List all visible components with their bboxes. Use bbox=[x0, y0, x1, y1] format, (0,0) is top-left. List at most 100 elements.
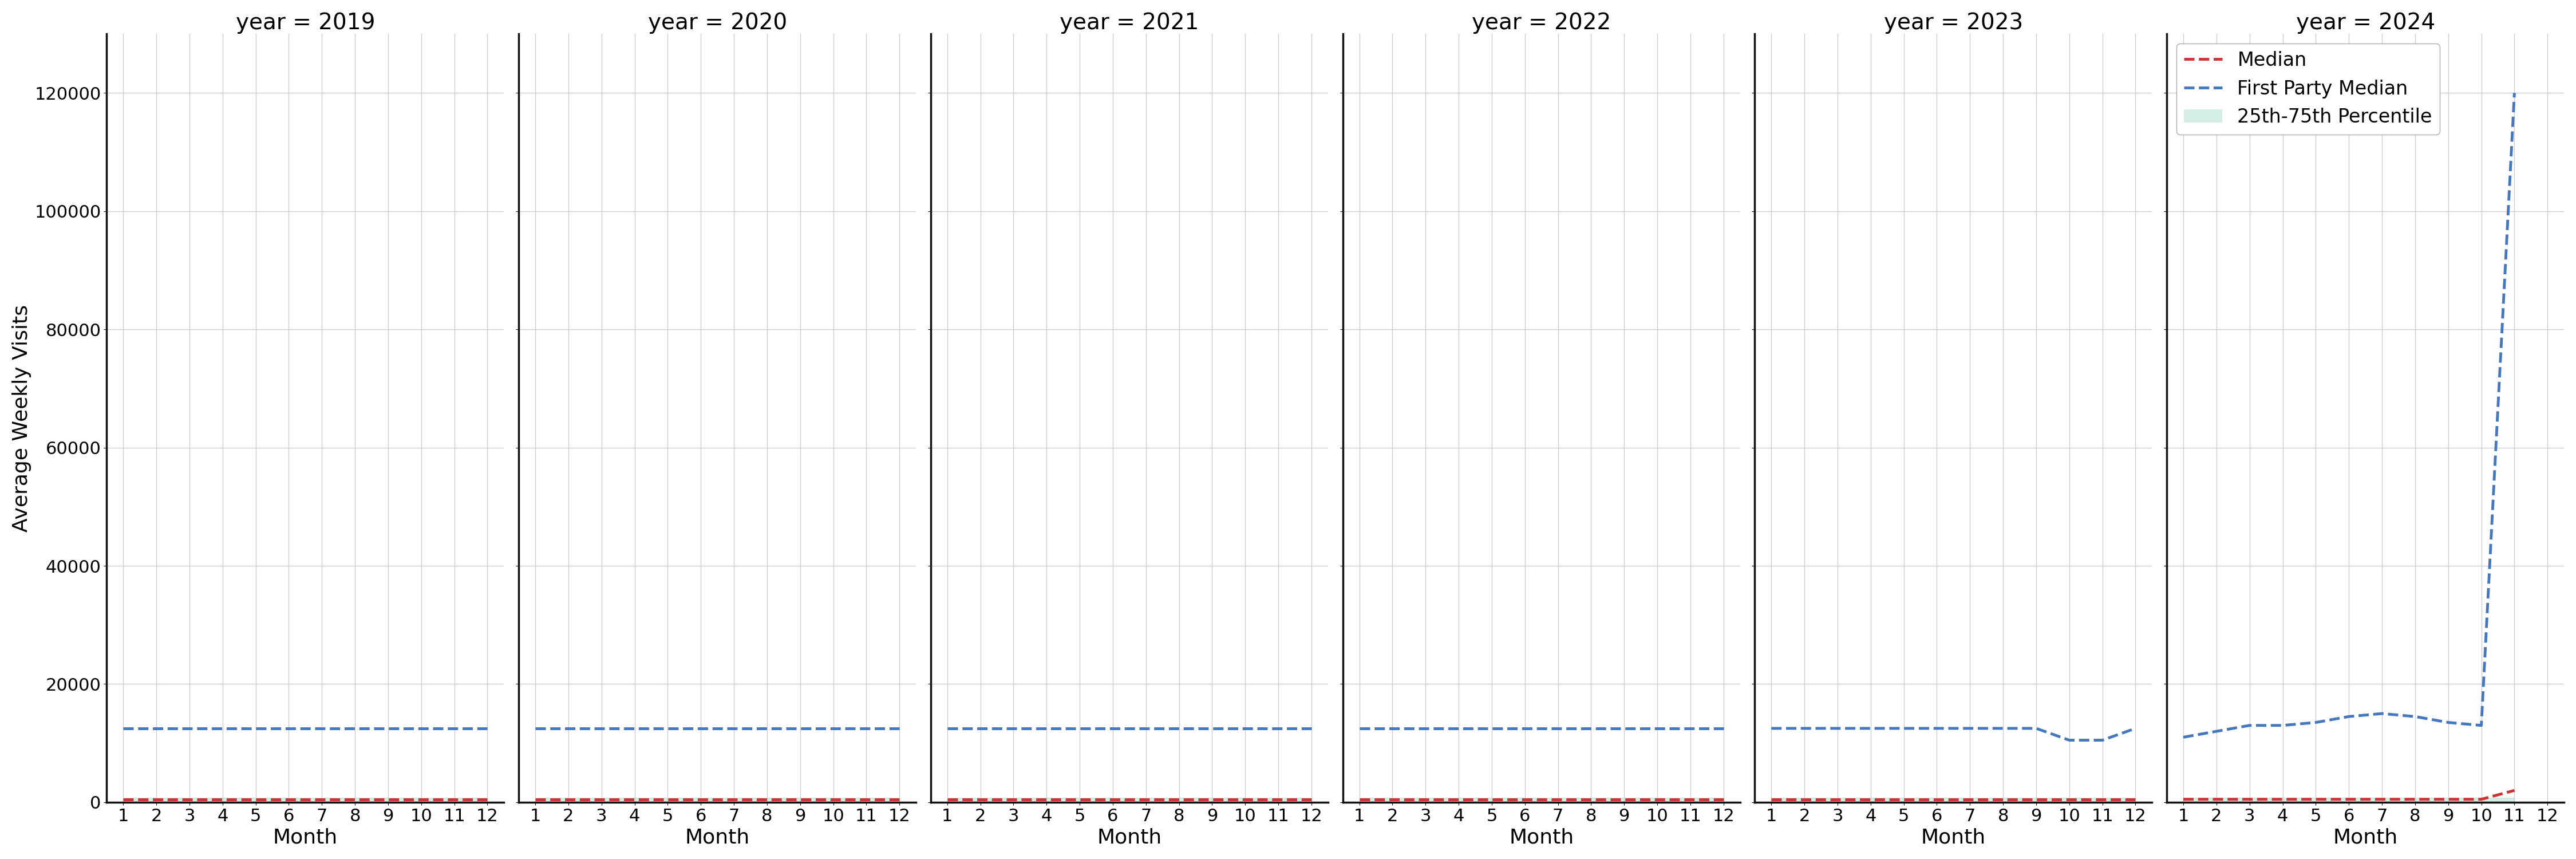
First Party Median bbox=[2300, 717, 2331, 728]
Median bbox=[1296, 794, 1327, 804]
Median bbox=[438, 794, 469, 804]
Line: First Party Median: First Party Median bbox=[1772, 728, 2136, 740]
Median bbox=[142, 794, 173, 804]
Median bbox=[1577, 794, 1607, 804]
First Party Median bbox=[374, 723, 404, 734]
First Party Median bbox=[1888, 723, 1919, 734]
First Party Median bbox=[1030, 723, 1061, 734]
First Party Median bbox=[142, 723, 173, 734]
Y-axis label: Average Weekly Visits: Average Weekly Visits bbox=[13, 304, 31, 532]
Median bbox=[1788, 794, 1819, 804]
Median bbox=[817, 794, 848, 804]
Median bbox=[407, 794, 438, 804]
First Party Median bbox=[1345, 723, 1376, 734]
Median bbox=[997, 794, 1028, 804]
Median bbox=[1955, 794, 1986, 804]
First Party Median bbox=[1476, 723, 1507, 734]
First Party Median bbox=[1198, 723, 1229, 734]
Median bbox=[933, 794, 963, 804]
First Party Median bbox=[108, 723, 139, 734]
First Party Median bbox=[206, 723, 237, 734]
Median bbox=[618, 794, 649, 804]
Median bbox=[1674, 794, 1705, 804]
First Party Median bbox=[2334, 711, 2365, 722]
Median bbox=[1888, 794, 1919, 804]
Median bbox=[1989, 794, 2020, 804]
First Party Median bbox=[850, 723, 881, 734]
Median bbox=[1030, 794, 1061, 804]
First Party Median bbox=[554, 723, 585, 734]
Median bbox=[1229, 794, 1260, 804]
Median bbox=[2432, 794, 2463, 804]
First Party Median bbox=[1821, 723, 1852, 734]
First Party Median bbox=[585, 723, 616, 734]
Median bbox=[2120, 794, 2151, 804]
Median bbox=[2367, 794, 2398, 804]
First Party Median bbox=[817, 723, 848, 734]
Title: year = 2019: year = 2019 bbox=[234, 12, 376, 34]
First Party Median bbox=[2499, 88, 2530, 98]
Line: Median: Median bbox=[2184, 790, 2514, 799]
First Party Median bbox=[752, 723, 783, 734]
First Party Median bbox=[438, 723, 469, 734]
Median bbox=[652, 794, 683, 804]
First Party Median bbox=[407, 723, 438, 734]
First Party Median bbox=[2465, 720, 2496, 730]
Median bbox=[966, 794, 997, 804]
First Party Median bbox=[1296, 723, 1327, 734]
Median bbox=[1131, 794, 1162, 804]
Median bbox=[2169, 794, 2200, 804]
First Party Median bbox=[1577, 723, 1607, 734]
First Party Median bbox=[1641, 723, 1672, 734]
Median bbox=[340, 794, 371, 804]
First Party Median bbox=[933, 723, 963, 734]
Median bbox=[884, 794, 914, 804]
Median bbox=[2300, 794, 2331, 804]
First Party Median bbox=[1378, 723, 1409, 734]
First Party Median bbox=[2401, 711, 2432, 722]
First Party Median bbox=[1164, 723, 1195, 734]
First Party Median bbox=[997, 723, 1028, 734]
Median bbox=[1607, 794, 1638, 804]
First Party Median bbox=[1788, 723, 1819, 734]
First Party Median bbox=[1510, 723, 1540, 734]
Median bbox=[520, 794, 551, 804]
First Party Median bbox=[618, 723, 649, 734]
First Party Median bbox=[1064, 723, 1095, 734]
First Party Median bbox=[884, 723, 914, 734]
Title: year = 2024: year = 2024 bbox=[2295, 12, 2434, 34]
Median bbox=[108, 794, 139, 804]
First Party Median bbox=[719, 723, 750, 734]
Median bbox=[2267, 794, 2298, 804]
Median bbox=[1164, 794, 1195, 804]
First Party Median bbox=[2020, 723, 2050, 734]
Median bbox=[471, 794, 502, 804]
First Party Median bbox=[2367, 709, 2398, 719]
First Party Median bbox=[1229, 723, 1260, 734]
First Party Median bbox=[2233, 720, 2264, 730]
Median bbox=[585, 794, 616, 804]
First Party Median bbox=[2169, 732, 2200, 742]
Median bbox=[1922, 794, 1953, 804]
Median bbox=[2334, 794, 2365, 804]
First Party Median bbox=[240, 723, 270, 734]
First Party Median bbox=[1955, 723, 1986, 734]
First Party Median bbox=[2432, 717, 2463, 728]
X-axis label: Month: Month bbox=[1922, 827, 1986, 847]
Median bbox=[2053, 794, 2084, 804]
Median bbox=[2499, 785, 2530, 795]
Median bbox=[1064, 794, 1095, 804]
Median bbox=[1855, 794, 1886, 804]
First Party Median bbox=[273, 723, 304, 734]
X-axis label: Month: Month bbox=[1097, 827, 1162, 847]
Title: year = 2022: year = 2022 bbox=[1471, 12, 1610, 34]
Median bbox=[1708, 794, 1739, 804]
Median bbox=[1409, 794, 1440, 804]
Median bbox=[1378, 794, 1409, 804]
Median bbox=[1345, 794, 1376, 804]
Median bbox=[2233, 794, 2264, 804]
Median bbox=[374, 794, 404, 804]
Median bbox=[1262, 794, 1293, 804]
X-axis label: Month: Month bbox=[1510, 827, 1574, 847]
First Party Median bbox=[2053, 735, 2084, 746]
